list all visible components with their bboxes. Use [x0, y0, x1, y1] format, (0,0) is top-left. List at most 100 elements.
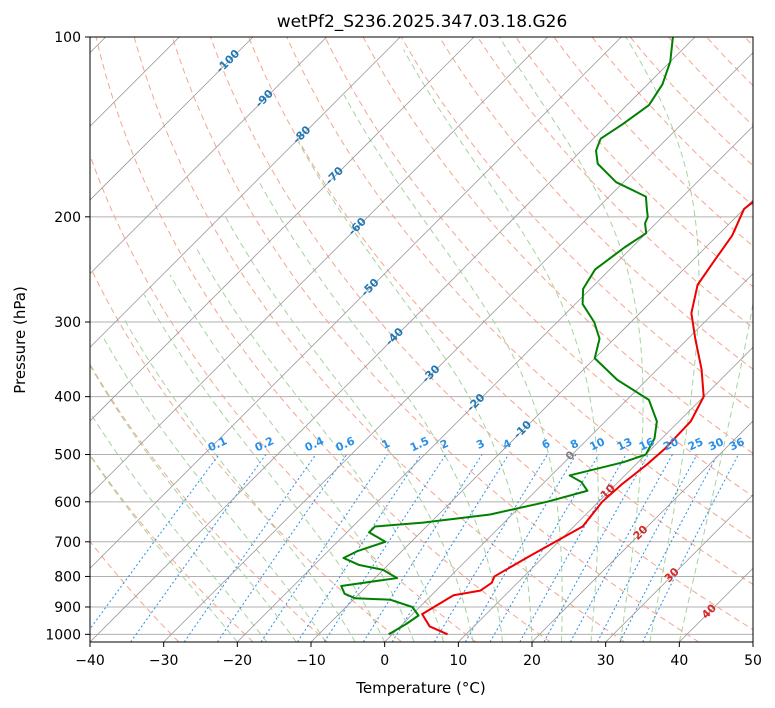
mixing-ratio-line [362, 454, 483, 642]
isotherm-line [310, 199, 753, 642]
isotherm-line [90, 37, 622, 569]
moist-adiabat [90, 454, 238, 642]
mixing-ratio-line [489, 454, 600, 642]
isotherm-line [90, 37, 327, 275]
mixing-ratio-label: 0.6 [334, 434, 357, 454]
moist-adiabat [403, 49, 599, 642]
mixing-ratio-line [619, 454, 719, 642]
isotherm-label: -40 [383, 325, 406, 348]
y-tick-label: 300 [54, 315, 81, 331]
mixing-ratio-line [519, 454, 627, 642]
dry-adiabat [744, 37, 753, 47]
plot-frame [89, 36, 754, 643]
isotherm-label: -80 [290, 123, 313, 146]
dry-adiabat [706, 37, 753, 87]
moist-adiabat [122, 317, 356, 642]
y-tick-label: 1000 [45, 627, 81, 643]
mixing-ratio-line [183, 454, 317, 642]
moist-adiabat [678, 300, 753, 642]
moist-adiabat [169, 274, 415, 642]
mixing-ratio-line [642, 454, 739, 642]
mixing-ratio-label: 3 [474, 437, 486, 452]
y-tick-label: 100 [54, 30, 81, 46]
mixing-ratio-label: 4 [501, 437, 514, 452]
isotherm-label: -60 [346, 215, 369, 238]
mixing-ratio-label: 13 [615, 435, 634, 453]
mixing-ratio-label: 1 [380, 437, 392, 452]
dry-adiabat [248, 37, 753, 586]
x-tick-label: −20 [223, 653, 253, 669]
dry-adiabat [515, 37, 753, 288]
isotherm-line [605, 494, 753, 642]
mixing-ratio-label: 0.4 [303, 434, 326, 454]
mixing-ratio-line [90, 454, 220, 630]
isotherm-line [752, 641, 753, 642]
isotherm-line [90, 37, 254, 201]
y-tick-label: 600 [54, 495, 81, 511]
isotherm-line [163, 52, 753, 642]
mixing-ratio-line [260, 454, 388, 642]
dry-adiabat [210, 37, 753, 631]
dry-adiabat [400, 37, 753, 412]
chart-title: wetPf2_S236.2025.347.03.18.G26 [277, 12, 568, 32]
isotherm-label: 40 [699, 601, 719, 621]
mixing-ratio-label: 6 [540, 437, 553, 452]
moist-adiabat [258, 181, 504, 642]
dewpoint-profile [340, 37, 674, 636]
dry-adiabat [171, 37, 700, 642]
x-tick-label: 0 [380, 653, 389, 669]
isotherm-label: -90 [253, 87, 276, 110]
isotherm-line [90, 37, 696, 642]
isotherm-line [90, 37, 401, 348]
moist-adiabat [625, 37, 700, 642]
mixing-ratio-label: 2 [438, 437, 450, 452]
x-tick-label: 40 [670, 653, 688, 669]
isotherm-line [458, 346, 753, 642]
isotherm-line [384, 273, 753, 642]
mixing-ratio-label: 36 [727, 435, 747, 453]
mixing-ratio-label: 10 [588, 435, 608, 453]
x-tick-label: 50 [744, 653, 762, 669]
x-tick-label: −40 [75, 653, 105, 669]
moist-adiabat [143, 294, 386, 642]
x-tick-label: 10 [449, 653, 467, 669]
isotherm-label: -10 [511, 418, 534, 441]
dry-adiabat [90, 265, 403, 642]
mixing-ratio-line [216, 454, 348, 642]
isotherm-line [531, 420, 753, 642]
moist-adiabat [225, 216, 474, 642]
dry-adiabat [324, 37, 753, 498]
moist-adiabat [195, 247, 445, 642]
y-tick-label: 400 [54, 390, 81, 406]
isotherm-label: 10 [598, 482, 618, 502]
dry-adiabat [591, 37, 753, 207]
y-tick-label: 200 [54, 210, 81, 226]
isotherm-label: -70 [323, 164, 346, 187]
dry-adiabat [477, 37, 753, 329]
y-tick-label: 700 [54, 535, 81, 551]
x-tick-label: 20 [523, 653, 541, 669]
dry-adiabat [90, 154, 477, 642]
isotherm-label: -100 [214, 47, 243, 76]
plot-area: -100-90-80-70-60-50-40-30-20-10010203040… [90, 37, 753, 642]
x-axis-label: Temperature (°C) [355, 679, 485, 697]
temperature-profile [421, 200, 753, 636]
mixing-ratio-label: 20 [661, 435, 681, 453]
mixing-ratio-line [464, 454, 577, 642]
mixing-ratio-label: 0.1 [206, 434, 229, 454]
mixing-ratio-label: 25 [686, 435, 705, 453]
y-axis-label: Pressure (hPa) [11, 286, 29, 394]
mixing-ratio-label: 30 [706, 435, 726, 453]
dry-adiabat [286, 37, 753, 541]
y-tick-label: 900 [54, 600, 81, 616]
y-tick-label: 800 [54, 569, 81, 585]
y-tick-label: 500 [54, 448, 81, 464]
isotherm-label: -20 [464, 391, 487, 414]
mixing-ratio-line [391, 454, 510, 642]
mixing-ratio-line [596, 454, 698, 642]
moist-adiabat [90, 411, 268, 642]
isotherm-line [90, 37, 548, 496]
x-tick-label: 30 [597, 653, 615, 669]
isotherm-line [90, 37, 475, 422]
